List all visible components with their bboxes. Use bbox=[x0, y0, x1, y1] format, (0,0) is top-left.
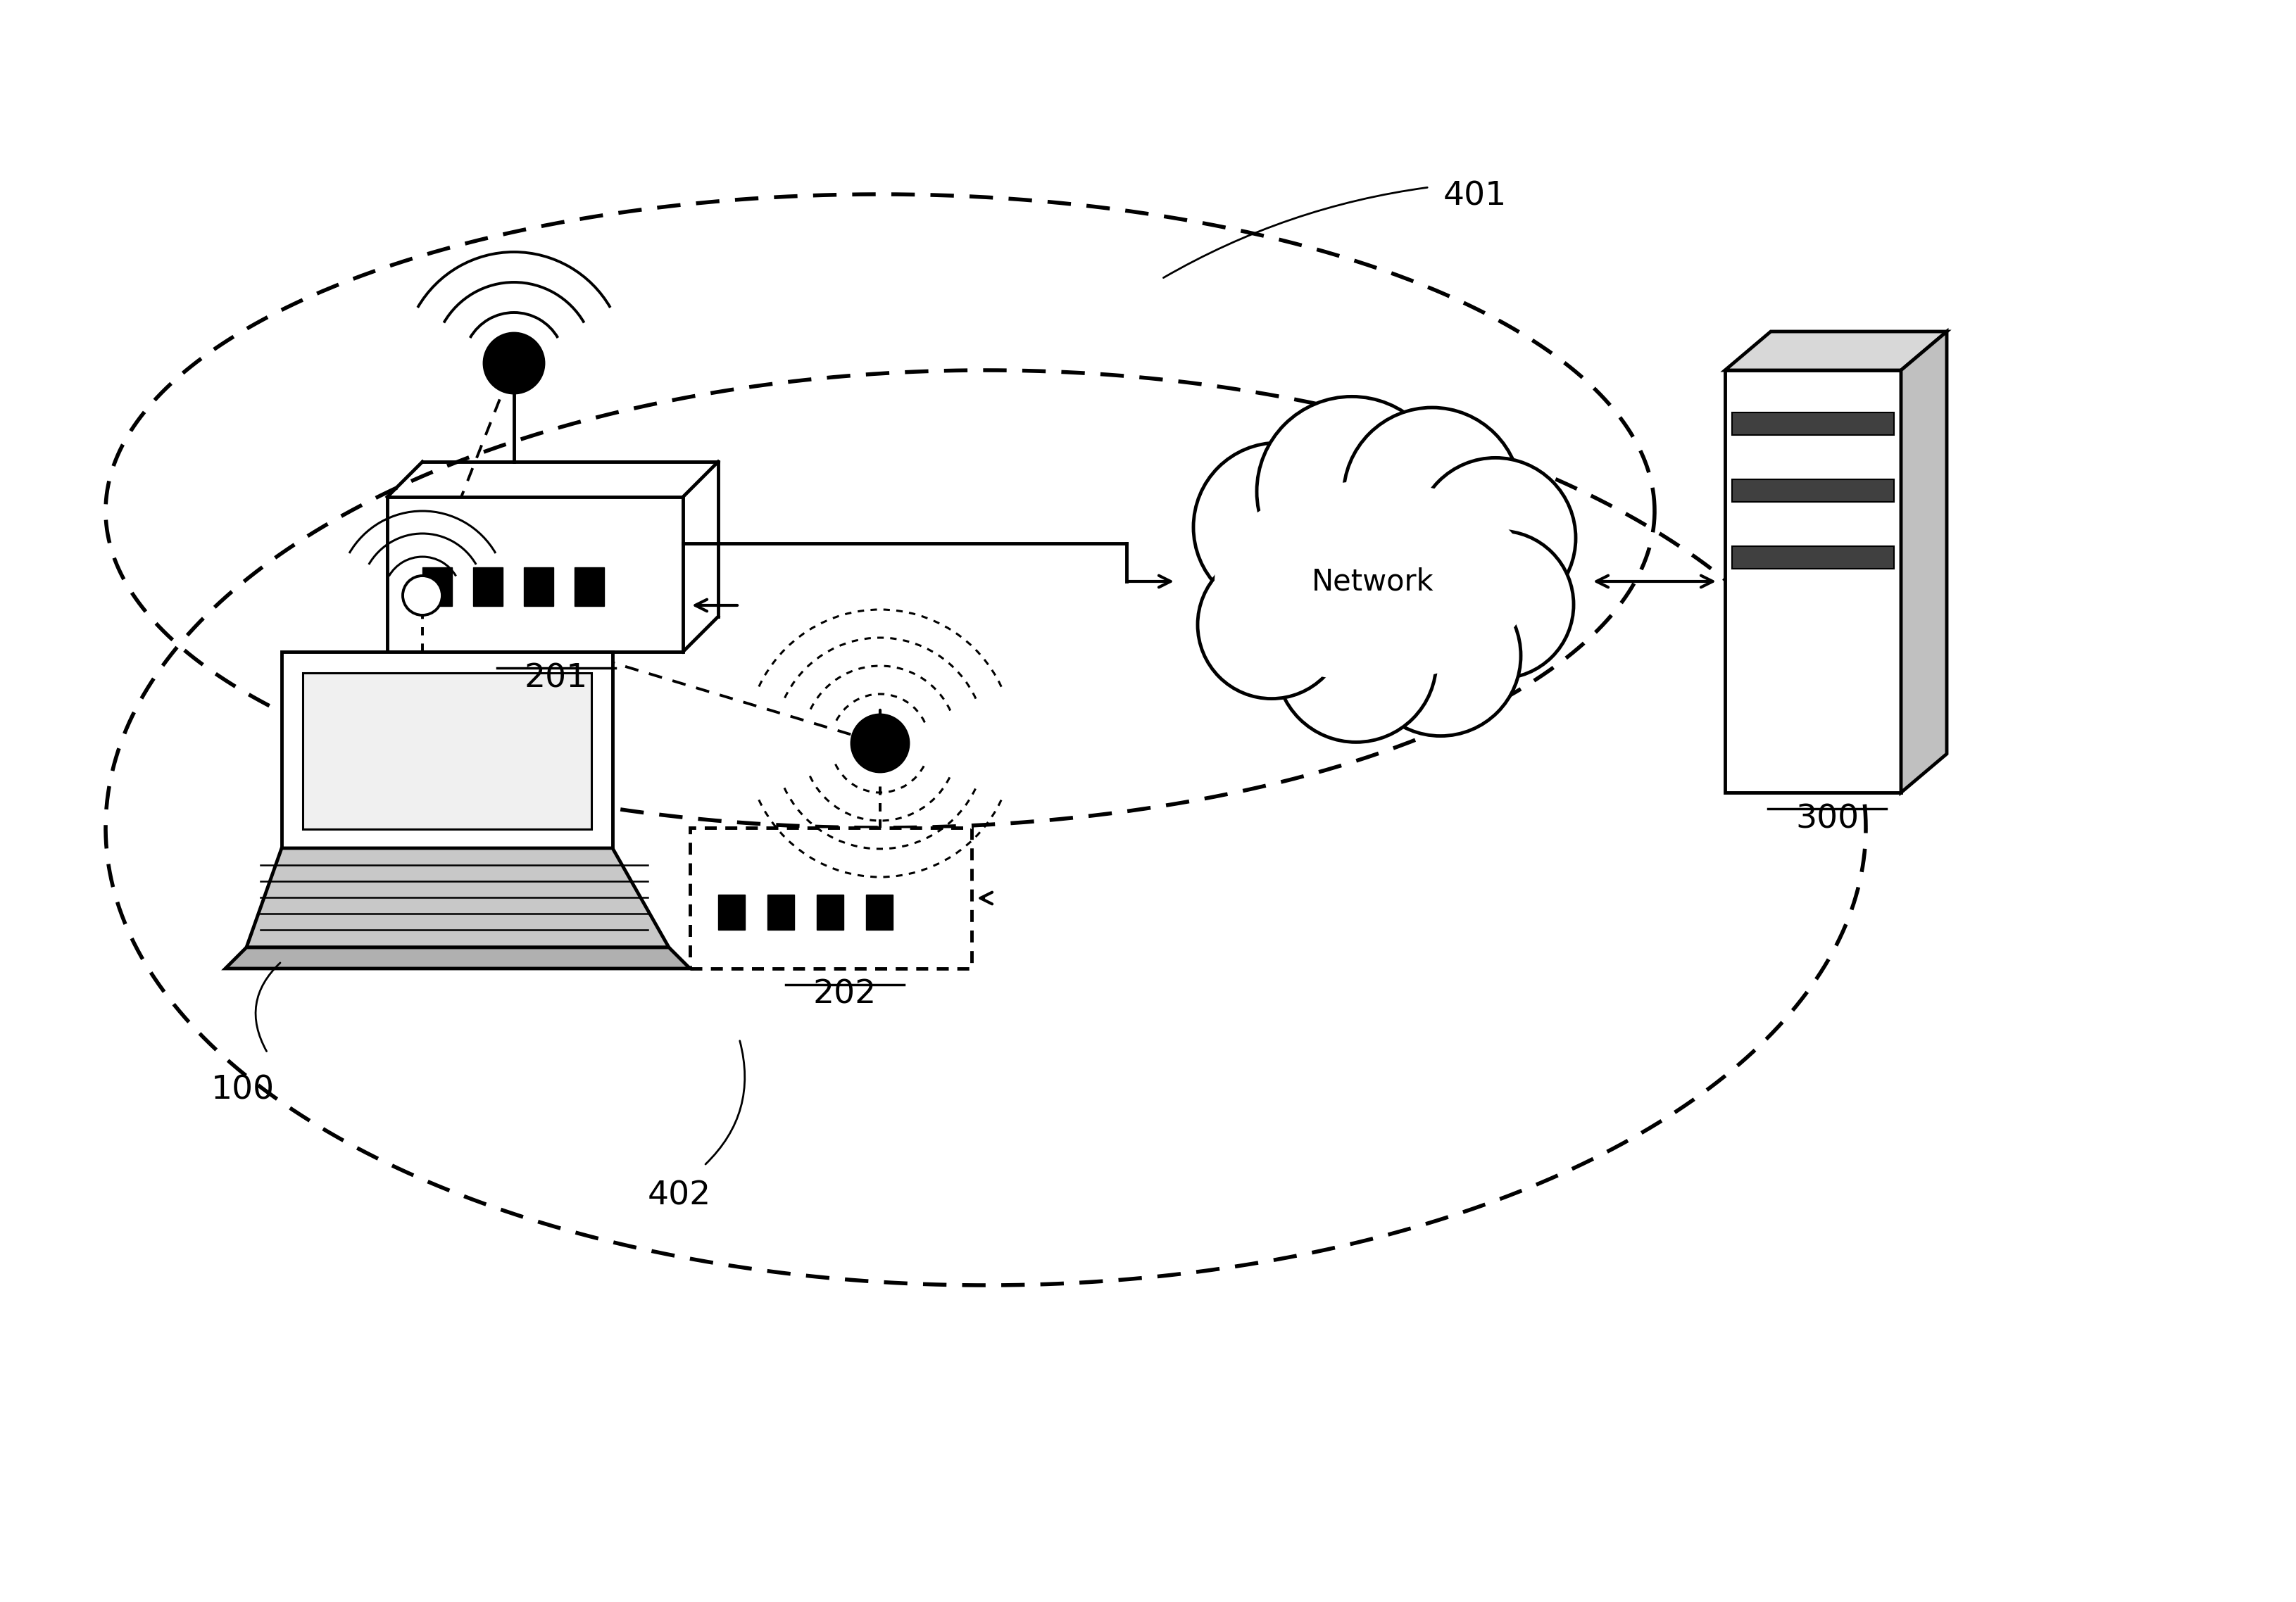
Circle shape bbox=[1426, 530, 1573, 679]
Ellipse shape bbox=[1215, 481, 1531, 682]
Circle shape bbox=[484, 333, 544, 392]
Circle shape bbox=[1196, 551, 1345, 698]
Polygon shape bbox=[388, 497, 682, 652]
Polygon shape bbox=[1731, 479, 1894, 501]
Polygon shape bbox=[422, 567, 452, 606]
Polygon shape bbox=[1901, 332, 1947, 793]
Circle shape bbox=[1256, 397, 1446, 586]
Polygon shape bbox=[282, 652, 613, 847]
Circle shape bbox=[1343, 407, 1520, 585]
Text: 100: 100 bbox=[211, 1073, 276, 1105]
Text: 402: 402 bbox=[647, 1179, 712, 1211]
Circle shape bbox=[1359, 575, 1520, 735]
Polygon shape bbox=[1724, 370, 1901, 793]
Polygon shape bbox=[225, 947, 689, 969]
Circle shape bbox=[402, 575, 443, 615]
Polygon shape bbox=[473, 567, 503, 606]
Polygon shape bbox=[303, 673, 592, 830]
Polygon shape bbox=[689, 828, 971, 969]
Polygon shape bbox=[817, 894, 843, 929]
Text: 202: 202 bbox=[813, 979, 877, 1011]
Polygon shape bbox=[719, 894, 744, 929]
Polygon shape bbox=[1724, 332, 1947, 370]
Text: 201: 201 bbox=[523, 662, 588, 694]
Polygon shape bbox=[1731, 412, 1894, 436]
Polygon shape bbox=[246, 847, 668, 947]
Text: 401: 401 bbox=[1442, 179, 1506, 211]
Text: Network: Network bbox=[1311, 567, 1433, 596]
Polygon shape bbox=[1731, 546, 1894, 569]
Polygon shape bbox=[574, 567, 604, 606]
Circle shape bbox=[1414, 458, 1575, 618]
Polygon shape bbox=[523, 567, 553, 606]
Circle shape bbox=[852, 714, 907, 772]
Text: 300: 300 bbox=[1795, 803, 1857, 835]
Circle shape bbox=[1274, 582, 1435, 742]
Polygon shape bbox=[767, 894, 794, 929]
Polygon shape bbox=[866, 894, 893, 929]
Circle shape bbox=[1194, 442, 1362, 612]
